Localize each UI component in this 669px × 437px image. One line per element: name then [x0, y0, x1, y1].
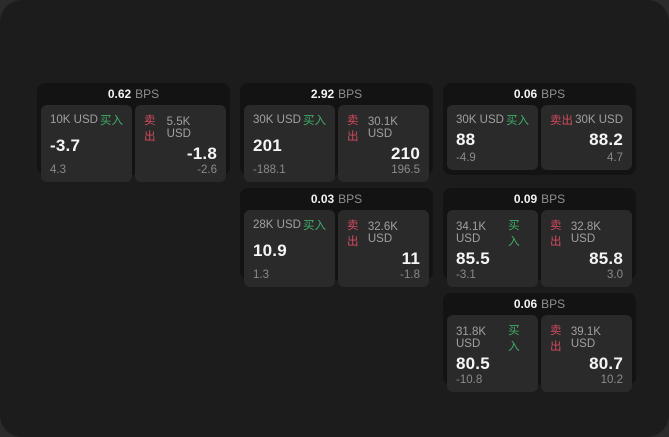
- buy-price: 10.9: [253, 241, 287, 260]
- sell-side-label: 卖出: [347, 115, 359, 143]
- sell-price: 88.2: [589, 130, 623, 149]
- buy-price: 88: [456, 130, 476, 149]
- spread-card: 0.03 BPS 28K USD 买入 10.9 1.3 卖出 32.6K US…: [240, 188, 433, 287]
- buy-side-label: 买入: [508, 220, 520, 248]
- buy-change: 1.3: [253, 269, 269, 281]
- sell-price: 85.8: [589, 249, 623, 268]
- bps-unit-label: BPS: [541, 297, 566, 311]
- bps-value: 0.06: [513, 297, 538, 311]
- spread-header: 0.06 BPS: [443, 293, 636, 315]
- spread-card: 0.09 BPS 34.1K USD 买入 85.5 -3.1 卖出 32.8K…: [443, 188, 636, 287]
- buy-change: -188.1: [253, 164, 286, 176]
- sell-panel[interactable]: 卖出 39.1K USD 80.7 10.2: [541, 315, 632, 392]
- buy-change: 4.3: [50, 164, 66, 176]
- bps-unit-label: BPS: [541, 192, 566, 206]
- buy-panel[interactable]: 30K USD 买入 88 -4.9: [447, 105, 538, 170]
- buy-amount: 31.8K USD: [456, 326, 487, 350]
- bps-value: 0.06: [513, 87, 538, 101]
- sell-price: 80.7: [589, 354, 623, 373]
- spread-header: 0.09 BPS: [443, 188, 636, 210]
- buy-price: 80.5: [456, 354, 490, 373]
- buy-amount: 30K USD: [253, 114, 301, 126]
- sell-side-label: 卖出: [550, 220, 562, 248]
- sell-side-label: 卖出: [347, 220, 359, 248]
- spread-header: 2.92 BPS: [240, 83, 433, 105]
- quote-panels: 30K USD 买入 88 -4.9 卖出 30K USD 88.2 4.7: [443, 105, 636, 175]
- quote-panels: 28K USD 买入 10.9 1.3 卖出 32.6K USD 11 -1.8: [240, 210, 433, 292]
- buy-side-label: 买入: [508, 325, 520, 353]
- buy-side-label: 买入: [303, 220, 326, 232]
- bps-value: 0.03: [310, 192, 335, 206]
- bps-unit-label: BPS: [135, 87, 160, 101]
- sell-panel[interactable]: 卖出 32.6K USD 11 -1.8: [338, 210, 429, 287]
- sell-side-label: 卖出: [144, 115, 156, 143]
- spread-card: 0.06 BPS 30K USD 买入 88 -4.9 卖出 30K USD: [443, 83, 636, 175]
- sell-change: -1.8: [400, 269, 420, 281]
- spread-header: 0.62 BPS: [37, 83, 230, 105]
- buy-amount: 30K USD: [456, 114, 504, 126]
- buy-side-label: 买入: [100, 115, 123, 127]
- sell-panel[interactable]: 卖出 30.1K USD 210 196.5: [338, 105, 429, 182]
- sell-price: 11: [401, 249, 420, 268]
- bps-value: 0.09: [513, 192, 538, 206]
- buy-side-label: 买入: [506, 115, 529, 127]
- sell-change: 196.5: [391, 164, 420, 176]
- sell-amount: 32.6K USD: [367, 221, 398, 245]
- buy-price: 201: [253, 136, 282, 155]
- buy-amount: 28K USD: [253, 219, 301, 231]
- sell-amount: 39.1K USD: [570, 326, 601, 350]
- bps-unit-label: BPS: [541, 87, 566, 101]
- buy-panel[interactable]: 30K USD 买入 201 -188.1: [244, 105, 335, 182]
- sell-panel[interactable]: 卖出 32.8K USD 85.8 3.0: [541, 210, 632, 287]
- bps-value: 2.92: [310, 87, 335, 101]
- spread-header: 0.03 BPS: [240, 188, 433, 210]
- bps-value: 0.62: [107, 87, 132, 101]
- sell-amount: 30.1K USD: [367, 116, 398, 140]
- spread-card: 2.92 BPS 30K USD 买入 201 -188.1 卖出 30.1K …: [240, 83, 433, 182]
- sell-amount: 30K USD: [575, 114, 623, 126]
- quote-panels: 30K USD 买入 201 -188.1 卖出 30.1K USD 210 1…: [240, 105, 433, 187]
- sell-amount: 32.8K USD: [570, 221, 601, 245]
- bps-unit-label: BPS: [338, 87, 363, 101]
- quote-panels: 10K USD 买入 -3.7 4.3 卖出 5.5K USD -1.8 -2.…: [37, 105, 230, 187]
- spread-header: 0.06 BPS: [443, 83, 636, 105]
- buy-panel[interactable]: 31.8K USD 买入 80.5 -10.8: [447, 315, 538, 392]
- sell-amount: 5.5K USD: [166, 116, 191, 140]
- sell-panel[interactable]: 卖出 5.5K USD -1.8 -2.6: [135, 105, 226, 182]
- sell-change: 4.7: [607, 152, 623, 164]
- buy-change: -3.1: [456, 269, 476, 281]
- sell-panel[interactable]: 卖出 30K USD 88.2 4.7: [541, 105, 632, 170]
- buy-amount: 10K USD: [50, 114, 98, 126]
- buy-side-label: 买入: [303, 115, 326, 127]
- sell-side-label: 卖出: [550, 115, 573, 127]
- buy-panel[interactable]: 34.1K USD 买入 85.5 -3.1: [447, 210, 538, 287]
- bps-unit-label: BPS: [338, 192, 363, 206]
- sell-price: 210: [391, 144, 420, 163]
- sell-change: 3.0: [607, 269, 623, 281]
- buy-panel[interactable]: 28K USD 买入 10.9 1.3: [244, 210, 335, 287]
- sell-change: -2.6: [197, 164, 217, 176]
- spread-card: 0.06 BPS 31.8K USD 买入 80.5 -10.8 卖出 39.1…: [443, 293, 636, 392]
- sell-change: 10.2: [600, 374, 623, 386]
- buy-amount: 34.1K USD: [456, 221, 487, 245]
- spread-card: 0.62 BPS 10K USD 买入 -3.7 4.3 卖出 5.5K USD: [37, 83, 230, 182]
- quote-panels: 34.1K USD 买入 85.5 -3.1 卖出 32.8K USD 85.8…: [443, 210, 636, 292]
- buy-price: -3.7: [50, 136, 81, 155]
- buy-change: -10.8: [456, 374, 483, 386]
- quote-panels: 31.8K USD 买入 80.5 -10.8 卖出 39.1K USD 80.…: [443, 315, 636, 397]
- sell-price: -1.8: [186, 144, 217, 163]
- buy-panel[interactable]: 10K USD 买入 -3.7 4.3: [41, 105, 132, 182]
- sell-side-label: 卖出: [550, 325, 562, 353]
- buy-change: -4.9: [456, 152, 476, 164]
- spread-cards-grid: 0.62 BPS 10K USD 买入 -3.7 4.3 卖出 5.5K USD: [37, 83, 636, 392]
- buy-price: 85.5: [456, 249, 490, 268]
